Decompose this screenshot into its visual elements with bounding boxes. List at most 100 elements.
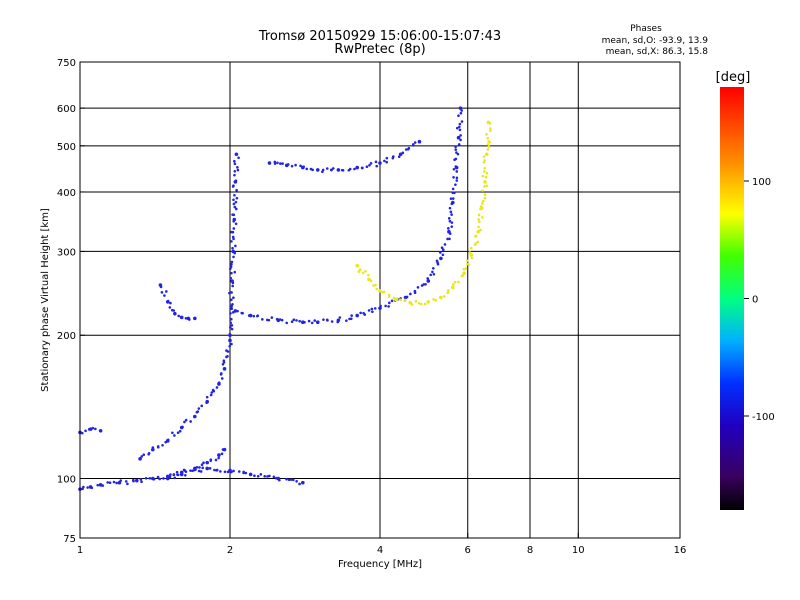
data-point (417, 301, 421, 305)
data-point (244, 471, 248, 475)
data-point (315, 168, 320, 172)
data-point (168, 306, 172, 309)
data-point (208, 467, 212, 470)
data-point (225, 349, 228, 352)
data-point (234, 152, 239, 157)
data-point (460, 274, 464, 278)
data-point (256, 314, 260, 317)
data-point (134, 478, 139, 483)
data-point (416, 286, 420, 289)
data-point (140, 455, 144, 458)
data-point (458, 125, 461, 129)
data-point (232, 255, 235, 259)
data-point (221, 362, 225, 366)
data-point (91, 426, 95, 430)
data-point (374, 160, 378, 164)
data-point (443, 243, 447, 246)
data-point (228, 344, 232, 348)
data-point (353, 167, 356, 171)
data-point (144, 476, 148, 480)
data-point (457, 114, 460, 118)
data-point (232, 296, 235, 300)
data-point (259, 473, 263, 476)
data-point (338, 316, 342, 319)
data-point (230, 342, 233, 346)
data-point (452, 167, 456, 171)
data-point (200, 404, 204, 408)
data-point (236, 168, 240, 172)
data-point (230, 230, 234, 234)
data-point (369, 279, 373, 283)
data-point (94, 427, 97, 431)
data-point (484, 175, 488, 179)
data-point (375, 164, 378, 168)
data-point (232, 184, 235, 187)
data-point (252, 314, 256, 318)
data-point (455, 176, 459, 180)
data-point (307, 319, 311, 323)
data-point (409, 292, 412, 296)
data-point (205, 399, 209, 404)
data-point (395, 297, 399, 301)
data-point (429, 273, 432, 277)
data-point (482, 170, 486, 173)
data-point (455, 126, 459, 130)
data-point (357, 270, 361, 273)
data-point (233, 270, 237, 274)
data-point (285, 477, 288, 481)
data-point (200, 463, 204, 467)
data-point (379, 304, 382, 308)
data-point (236, 309, 239, 313)
data-point (369, 162, 373, 165)
data-point (193, 414, 197, 419)
data-point (455, 151, 458, 154)
data-point (474, 241, 478, 245)
data-point (223, 470, 227, 474)
data-point (237, 156, 240, 160)
data-point (489, 129, 492, 133)
data-point (234, 200, 238, 204)
data-point (404, 148, 408, 151)
data-point (391, 156, 395, 160)
data-point (161, 443, 164, 447)
data-point (80, 431, 84, 435)
y-tick-label: 75 (63, 534, 76, 545)
data-point (364, 269, 367, 273)
data-point (446, 237, 449, 241)
data-point (217, 381, 221, 384)
colorbar-ticks: 100 0 -100 (744, 177, 775, 423)
y-axis-label: Stationary phase Virtual Height [km] (40, 208, 51, 392)
data-point (229, 312, 232, 315)
data-point (355, 263, 359, 268)
data-point (213, 468, 216, 472)
data-point (86, 486, 89, 489)
data-point (230, 260, 234, 264)
data-point (241, 311, 244, 315)
y-axis-ticks: 75 100 200 300 400 500 600 750 (57, 58, 85, 545)
data-point (481, 174, 485, 178)
phase-line-o: mean, sd,O: -93.9, 13.9 (602, 36, 709, 46)
data-point (303, 321, 306, 324)
data-point (486, 136, 490, 140)
data-point (321, 168, 325, 172)
data-point (485, 171, 489, 175)
data-point (210, 391, 214, 394)
data-point (452, 176, 455, 179)
data-point (451, 191, 455, 194)
data-point (375, 287, 379, 291)
data-point (294, 163, 297, 167)
chart-subtitle: RwPretec (8p) (334, 42, 425, 57)
data-point (169, 301, 172, 305)
data-point (194, 468, 197, 471)
data-point (489, 127, 492, 130)
data-point (365, 165, 369, 169)
data-point (151, 446, 155, 449)
data-point (211, 388, 215, 392)
data-point (184, 470, 188, 473)
data-point (426, 277, 430, 280)
data-point (483, 193, 487, 196)
data-point (172, 473, 176, 477)
data-point (290, 164, 294, 168)
data-point (165, 290, 168, 293)
data-point (181, 425, 184, 429)
